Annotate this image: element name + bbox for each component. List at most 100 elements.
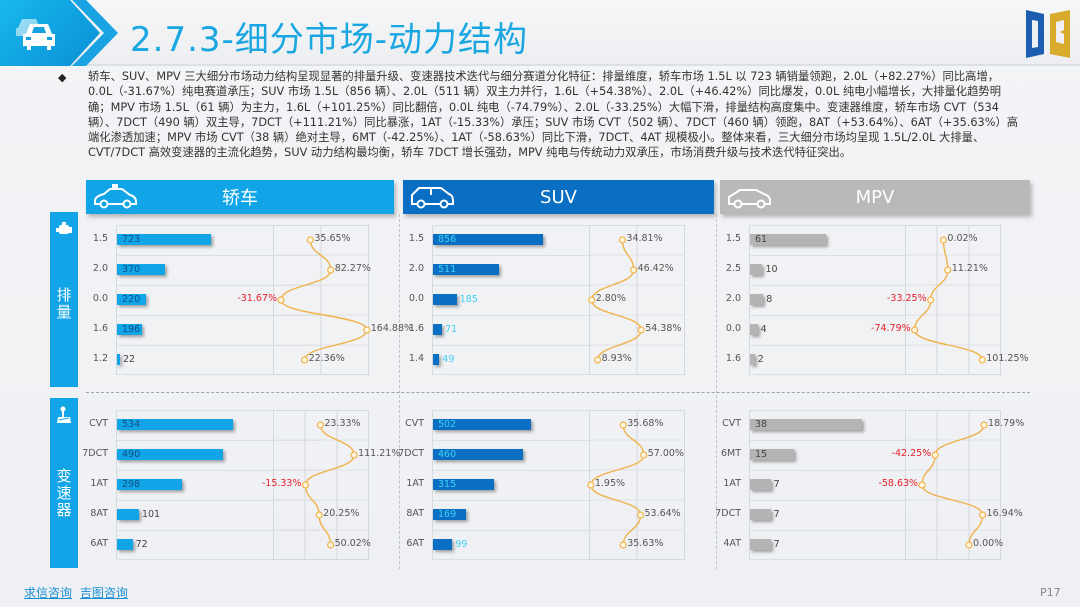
bar-category-label: 4AT	[723, 538, 741, 549]
category-header-sedan: 轿车	[86, 180, 394, 214]
side-label-text: 变速器	[56, 467, 72, 519]
growth-value-label: 164.88%	[370, 323, 414, 334]
bar-row	[117, 285, 320, 315]
bar	[433, 324, 443, 335]
bar	[433, 479, 495, 490]
bar-value-label: 315	[438, 479, 457, 490]
category-label: 轿车	[222, 188, 258, 209]
bar-row	[117, 345, 320, 375]
bar	[117, 539, 133, 550]
footer-link-jitu[interactable]: 吉图咨询	[79, 586, 128, 600]
bar-category-label: 1AT	[90, 478, 108, 489]
bar	[750, 294, 764, 305]
bar-value-label: 101	[141, 509, 161, 520]
bar-chart-sedan_displacement	[116, 225, 320, 375]
bar	[433, 419, 531, 430]
bar	[117, 294, 146, 305]
bar	[433, 509, 466, 520]
mpv-car-icon	[728, 189, 771, 209]
bar-value-label: 15	[755, 449, 768, 460]
bar-chart-suv_displacement	[432, 225, 592, 375]
bar-value-label: 61	[755, 234, 768, 245]
growth-value-label: 35.68%	[627, 418, 664, 429]
bar-category-label: 7DCT	[82, 448, 108, 459]
bar-category-label: 1AT	[723, 478, 741, 489]
bar-category-label: CVT	[89, 418, 108, 429]
bar	[433, 264, 499, 275]
bar-value-label: 196	[122, 324, 141, 335]
bar-row	[750, 410, 910, 440]
growth-value-label: 18.79%	[988, 418, 1025, 429]
growth-value-label: 2.80%	[595, 293, 626, 304]
bar-category-label: 2.5	[725, 263, 741, 274]
bullet-diamond-icon: ◆	[58, 71, 67, 84]
bar-value-label: 370	[122, 264, 141, 275]
growth-value-label: -58.63%	[878, 478, 919, 489]
bar	[750, 324, 758, 335]
bar	[750, 234, 826, 245]
bar-row	[117, 315, 320, 345]
footer-links: 求信咨询 吉图咨询	[24, 584, 132, 601]
category-label: SUV	[540, 186, 577, 208]
bar-category-label: 2.0	[408, 263, 424, 274]
growth-line-chart-sedan_transmission	[273, 410, 369, 560]
growth-value-label: 1.95%	[594, 478, 626, 489]
gear-shift-icon	[57, 406, 71, 423]
side-label-text: 排量	[56, 286, 72, 321]
summary-text: 轿车、SUV、MPV 三大细分市场动力结构呈现显著的排量升级、变速器技术迭代与细…	[88, 70, 1019, 160]
bar-category-label: 8AT	[90, 508, 108, 519]
growth-line-chart-sedan_displacement	[273, 225, 371, 375]
bar-row	[750, 315, 910, 345]
bar-value-label: 38	[755, 419, 768, 430]
bar	[117, 234, 211, 245]
growth-value-label: 20.25%	[323, 508, 360, 519]
bar	[117, 449, 224, 460]
growth-value-label: -33.25%	[886, 293, 927, 304]
bar-category-label: 1.6	[92, 323, 108, 334]
sedan-car-icon	[94, 184, 137, 209]
bar	[750, 479, 771, 490]
bar-category-label: 6AT	[90, 538, 108, 549]
growth-line-chart-mpv_transmission	[905, 410, 1001, 560]
bar	[750, 509, 771, 520]
bar-row	[433, 225, 592, 255]
growth-value-label: 101.25%	[986, 353, 1029, 364]
cars-icon	[16, 19, 55, 50]
bar-value-label: 490	[122, 449, 141, 460]
bar-value-label: 7	[773, 509, 780, 520]
growth-value-label: 35.65%	[314, 233, 351, 244]
header: 2.7.3-细分市场-动力结构	[0, 0, 1080, 66]
growth-line-chart-suv_transmission	[587, 410, 685, 560]
footer-link-qiuxin[interactable]: 求信咨询	[24, 586, 73, 600]
bar	[117, 264, 166, 275]
bar-value-label: 72	[135, 539, 148, 550]
bar-row	[433, 500, 592, 530]
bar	[750, 449, 795, 460]
bar-value-label: 7	[773, 479, 780, 490]
bar-value-label: 460	[438, 449, 457, 460]
bar	[750, 264, 763, 275]
bar-value-label: 534	[122, 419, 141, 430]
bar-row	[433, 285, 592, 315]
bar-category-label: 7DCT	[715, 508, 741, 519]
growth-value-label: 57.00%	[647, 448, 684, 459]
bar-category-label: 8AT	[406, 508, 424, 519]
bar-chart-mpv_displacement	[749, 225, 910, 375]
bar	[433, 539, 453, 550]
bar-row	[117, 530, 320, 560]
engine-icon	[56, 222, 72, 234]
suv-car-icon	[411, 187, 454, 209]
bar-category-label: 1.5	[92, 233, 108, 244]
bar-row	[750, 500, 910, 530]
bar-category-label: CVT	[722, 418, 741, 429]
growth-value-label: 34.81%	[626, 233, 663, 244]
bar-value-label: 99	[455, 539, 468, 550]
bar-row	[117, 410, 320, 440]
column-divider	[716, 214, 717, 569]
bar-row	[433, 315, 592, 345]
growth-value-label: 8.93%	[601, 353, 632, 364]
bar-category-label: 1.6	[725, 353, 741, 364]
bar	[750, 539, 771, 550]
growth-value-label: 23.33%	[324, 418, 361, 429]
bar	[433, 354, 440, 365]
